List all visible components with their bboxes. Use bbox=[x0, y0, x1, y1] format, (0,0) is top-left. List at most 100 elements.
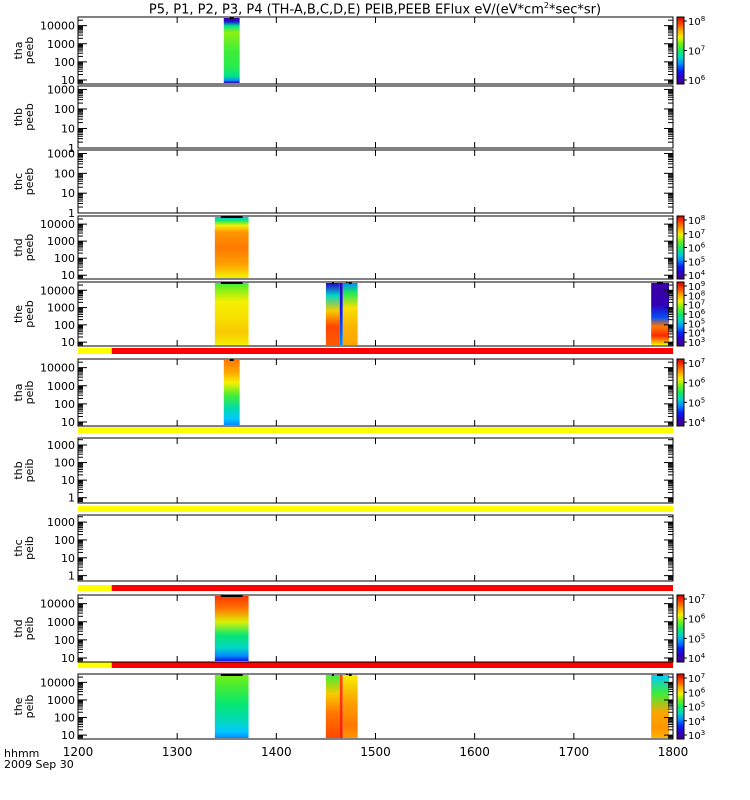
spectrogram-block-the-peib-0 bbox=[214, 675, 249, 738]
y-axis-label-thb-peib-1: peib bbox=[23, 459, 36, 483]
y-axis-label-thb-peib-0: thb bbox=[12, 461, 25, 479]
colorbar-tick-label-the-peeb: 104 bbox=[688, 327, 706, 340]
block-cap-tha-peib-0 bbox=[229, 359, 234, 361]
y-tick-label-thd-peib: 10 bbox=[61, 652, 75, 665]
y-tick-label-tha-peib: 100 bbox=[54, 398, 75, 411]
panel-frame-thd-peeb bbox=[77, 215, 674, 280]
colorbar-tick-label-thd-peib: 106 bbox=[688, 613, 706, 626]
y-tick-label-thd-peeb: 10000 bbox=[40, 218, 75, 231]
colorbar-tick-label-tha-peib: 105 bbox=[688, 396, 705, 409]
flag-bar-the-peib-1 bbox=[111, 662, 673, 668]
flag-bar-thc-peib-0 bbox=[78, 506, 673, 512]
y-tick-label-thb-peib: 100 bbox=[54, 457, 75, 470]
block-cap-the-peib-4 bbox=[657, 674, 664, 676]
colorbar-tick-label-tha-peib: 107 bbox=[688, 357, 705, 370]
block-cap-the-peeb-1 bbox=[331, 282, 334, 284]
spectrogram-block-the-peeb-1 bbox=[325, 283, 340, 345]
panel-frame-thc-peeb bbox=[77, 149, 674, 214]
flag-bar-thd-peib-0 bbox=[78, 585, 112, 591]
plot-title-prefix: P5, P1, P2, P3, P4 (TH-A,B,C,D,E) PEIB,P… bbox=[148, 2, 544, 18]
plot-title-suffix: *sec*sr) bbox=[548, 2, 602, 18]
y-axis-label-thc-peeb-1: peeb bbox=[23, 168, 36, 196]
colorbar-tha-peeb bbox=[676, 16, 685, 85]
y-axis-label-thc-peeb-0: thc bbox=[12, 173, 25, 190]
y-tick-label-thc-peeb: 1 bbox=[68, 207, 75, 220]
y-tick-label-tha-peib: 1000 bbox=[47, 380, 75, 393]
flag-bar-tha-peib-0 bbox=[78, 348, 112, 354]
y-axis-label-the-peib-1: peib bbox=[23, 695, 36, 719]
y-tick-label-thd-peeb: 100 bbox=[54, 252, 75, 265]
plot-title: P5, P1, P2, P3, P4 (TH-A,B,C,D,E) PEIB,P… bbox=[0, 1, 750, 17]
block-cap-tha-peeb-0 bbox=[229, 17, 234, 19]
flag-bar-thd-peib-1 bbox=[111, 585, 673, 591]
y-axis-label-thd-peeb-1: peeb bbox=[23, 234, 36, 262]
colorbar-tick-label-the-peib: 103 bbox=[688, 729, 705, 742]
y-tick-label-thc-peeb: 100 bbox=[54, 167, 75, 180]
y-tick-label-the-peeb: 1000 bbox=[47, 302, 75, 315]
y-tick-label-thb-peib: 1000 bbox=[47, 439, 75, 452]
y-tick-label-tha-peeb: 1000 bbox=[47, 38, 75, 51]
y-axis-label-thc-peib-1: peib bbox=[23, 536, 36, 560]
block-cap-the-peeb-3 bbox=[348, 282, 352, 284]
flag-bar-tha-peib-1 bbox=[111, 348, 673, 354]
colorbar-tick-label-the-peeb: 106 bbox=[688, 308, 706, 321]
x-tick-label: 1600 bbox=[459, 745, 490, 759]
block-cap-the-peeb-4 bbox=[657, 282, 664, 284]
y-tick-label-thb-peeb: 10 bbox=[61, 122, 75, 135]
y-tick-label-thd-peib: 10000 bbox=[40, 598, 75, 611]
spectrogram-block-thd-peeb-0 bbox=[214, 217, 249, 278]
colorbar-tick-label-thd-peib: 104 bbox=[688, 652, 706, 665]
plot-title-superscript: 2 bbox=[543, 1, 549, 10]
panel-frame-thd-peib bbox=[77, 594, 674, 663]
colorbar-tick-label-the-peib: 106 bbox=[688, 686, 706, 699]
y-tick-label-the-peeb: 10000 bbox=[40, 284, 75, 297]
block-cap-the-peib-3 bbox=[348, 674, 352, 676]
y-axis-label-the-peeb-0: the bbox=[12, 305, 25, 323]
colorbar-tick-label-thd-peib: 107 bbox=[688, 593, 705, 606]
y-axis-label-thb-peeb-1: peeb bbox=[23, 103, 36, 131]
colorbar-tick-label-thd-peeb: 107 bbox=[688, 228, 705, 241]
y-tick-label-thd-peeb: 10 bbox=[61, 269, 75, 282]
y-axis-label-thd-peib-0: thd bbox=[12, 619, 25, 637]
y-tick-label-the-peib: 10000 bbox=[40, 676, 75, 689]
y-tick-label-thd-peib: 1000 bbox=[47, 616, 75, 629]
y-tick-label-thb-peeb: 1000 bbox=[47, 83, 75, 96]
colorbar-tick-label-the-peeb: 108 bbox=[688, 289, 705, 302]
y-tick-label-thb-peib: 10 bbox=[61, 474, 75, 487]
y-tick-label-the-peib: 100 bbox=[54, 712, 75, 725]
colorbar-tha-peib bbox=[676, 358, 685, 427]
spectrogram-block-the-peib-1 bbox=[325, 675, 340, 738]
spectrogram-block-the-peeb-4 bbox=[651, 283, 670, 345]
y-tick-label-tha-peeb: 100 bbox=[54, 56, 75, 69]
spectrogram-block-the-peeb-0 bbox=[214, 283, 249, 345]
x-tick-label: 1700 bbox=[559, 745, 590, 759]
spectrogram-block-the-peib-2 bbox=[339, 675, 343, 738]
y-tick-label-thc-peeb: 10 bbox=[61, 187, 75, 200]
colorbar-tick-label-thd-peib: 105 bbox=[688, 632, 705, 645]
colorbar-tick-label-tha-peeb: 106 bbox=[688, 74, 706, 87]
y-tick-label-the-peeb: 100 bbox=[54, 319, 75, 332]
y-tick-label-thc-peib: 1000 bbox=[47, 516, 75, 529]
panel-frame-thc-peib bbox=[77, 514, 674, 582]
colorbar-tick-label-the-peib: 107 bbox=[688, 672, 705, 685]
y-axis-label-thb-peeb-0: thb bbox=[12, 108, 25, 126]
y-tick-label-tha-peeb: 10 bbox=[61, 74, 75, 87]
y-axis-label-tha-peib-1: peib bbox=[23, 381, 36, 405]
block-cap-the-peib-1 bbox=[331, 674, 334, 676]
x-tick-label: 1400 bbox=[261, 745, 292, 759]
colorbar-tick-label-thd-peeb: 108 bbox=[688, 214, 705, 227]
y-tick-label-thb-peeb: 1 bbox=[68, 142, 75, 155]
colorbar-tick-label-tha-peeb: 107 bbox=[688, 45, 705, 58]
y-axis-label-the-peib-0: the bbox=[12, 697, 25, 715]
block-cap-the-peib-0 bbox=[220, 674, 243, 676]
colorbar-tick-label-the-peib: 104 bbox=[688, 715, 706, 728]
panel-frame-thb-peeb bbox=[77, 85, 674, 149]
block-cap-thd-peib-0 bbox=[220, 595, 243, 597]
y-tick-label-tha-peib: 10000 bbox=[40, 362, 75, 375]
y-axis-label-tha-peib-0: tha bbox=[12, 383, 25, 401]
colorbar-thd-peeb bbox=[676, 215, 685, 280]
x-tick-label: 1200 bbox=[63, 745, 94, 759]
colorbar-tick-label-thd-peeb: 106 bbox=[688, 242, 706, 255]
x-tick-label: 1800 bbox=[658, 745, 689, 759]
spectrogram-block-tha-peib-0 bbox=[223, 360, 240, 425]
